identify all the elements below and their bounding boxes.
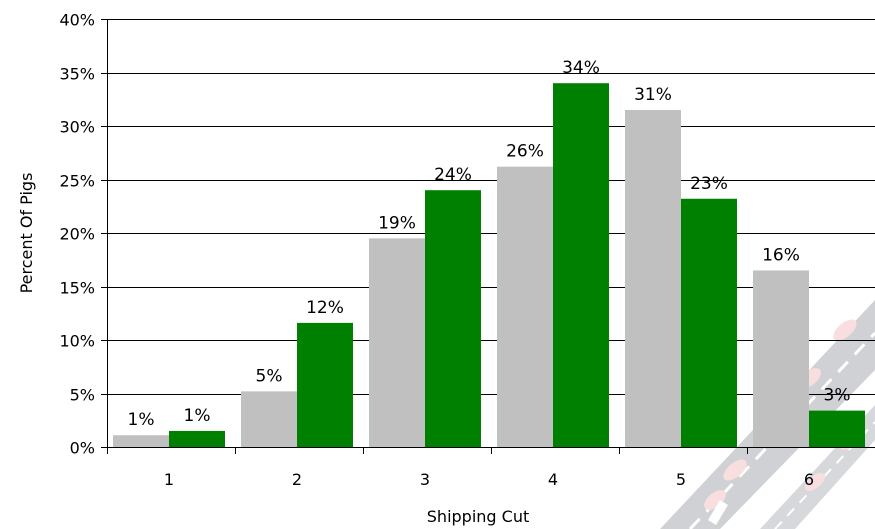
data-label: 19% bbox=[378, 213, 416, 233]
bar-series-2-cat-1 bbox=[169, 430, 225, 447]
x-tick-label: 3 bbox=[420, 470, 430, 489]
y-tick-label: 15% bbox=[59, 279, 95, 298]
data-label: 1% bbox=[184, 406, 211, 426]
axes: 0% 5% 10% 15% 20% 25% 30% 35% 40% 1 2 3 4 5 6 bbox=[59, 11, 875, 489]
bar-series-2-cat-5 bbox=[681, 198, 737, 447]
data-label: 26% bbox=[506, 142, 544, 162]
data-labels: 1% 5% 19% 26% 31% 16% 1% 12% 24% 34% 23% 3% bbox=[128, 58, 851, 430]
x-tick-label: 1 bbox=[164, 470, 174, 489]
data-label: 23% bbox=[690, 174, 728, 194]
y-tick-label: 25% bbox=[59, 172, 95, 191]
bar-series-1-cat-6 bbox=[753, 270, 809, 447]
data-label: 24% bbox=[434, 165, 472, 185]
bar-series-1-cat-2 bbox=[241, 391, 297, 447]
y-tick-label: 35% bbox=[59, 65, 95, 84]
bars bbox=[113, 83, 865, 447]
x-tick-label: 4 bbox=[548, 470, 558, 489]
y-tick-label: 30% bbox=[59, 118, 95, 137]
x-tick-label: 5 bbox=[676, 470, 686, 489]
bar-series-1-cat-3 bbox=[369, 238, 425, 447]
data-label: 3% bbox=[824, 386, 851, 406]
x-axis-title: Shipping Cut bbox=[427, 507, 529, 526]
y-tick-label: 0% bbox=[70, 439, 95, 458]
bar-series-2-cat-6 bbox=[809, 410, 865, 447]
y-tick-label: 40% bbox=[59, 11, 95, 30]
bar-series-1-cat-5 bbox=[625, 109, 681, 447]
bar-series-2-cat-2 bbox=[297, 322, 353, 447]
y-tick-label: 5% bbox=[70, 386, 95, 405]
y-tick-label: 20% bbox=[59, 225, 95, 244]
bar-series-2-cat-4 bbox=[553, 83, 609, 447]
data-label: 34% bbox=[562, 58, 600, 78]
bar-series-1-cat-4 bbox=[497, 166, 553, 447]
x-tick-label: 6 bbox=[804, 470, 814, 489]
bar-series-1-cat-1 bbox=[113, 435, 169, 447]
data-label: 16% bbox=[762, 245, 800, 265]
y-axis-title: Percent Of Pigs bbox=[17, 173, 36, 294]
y-tick-label: 10% bbox=[59, 332, 95, 351]
x-tick-label: 2 bbox=[292, 470, 302, 489]
data-label: 12% bbox=[306, 298, 344, 318]
data-label: 1% bbox=[128, 410, 155, 430]
gridlines bbox=[107, 19, 875, 395]
data-label: 31% bbox=[634, 85, 672, 105]
bar-series-2-cat-3 bbox=[425, 190, 481, 447]
data-label: 5% bbox=[256, 366, 283, 386]
